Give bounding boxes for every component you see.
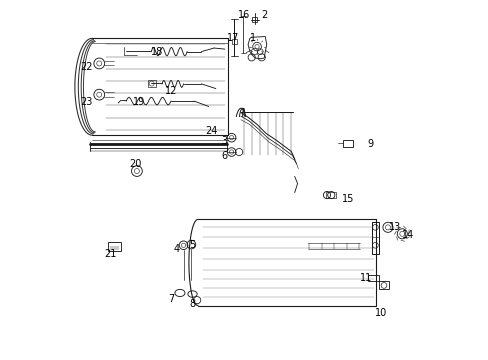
Text: 12: 12 xyxy=(164,86,177,96)
Text: 1: 1 xyxy=(250,33,256,43)
Text: 5: 5 xyxy=(189,240,195,250)
Text: 24: 24 xyxy=(205,126,217,135)
Text: 3: 3 xyxy=(221,136,227,146)
Text: 15: 15 xyxy=(342,194,354,204)
Text: 14: 14 xyxy=(401,230,413,239)
Text: 19: 19 xyxy=(132,97,144,107)
Text: 4: 4 xyxy=(173,244,179,254)
Text: 9: 9 xyxy=(366,139,372,149)
Text: 10: 10 xyxy=(374,309,386,318)
Bar xyxy=(252,17,257,22)
Text: 20: 20 xyxy=(129,159,141,169)
Bar xyxy=(231,39,237,44)
Text: 8: 8 xyxy=(189,299,195,309)
Text: 16: 16 xyxy=(237,10,249,20)
Bar xyxy=(147,80,155,87)
Bar xyxy=(325,192,335,198)
Text: 17: 17 xyxy=(226,33,239,43)
Text: 7: 7 xyxy=(167,294,174,304)
Bar xyxy=(343,140,352,147)
Bar xyxy=(378,282,388,289)
Text: 22: 22 xyxy=(81,62,93,72)
Bar xyxy=(107,242,121,251)
Text: 18: 18 xyxy=(150,46,163,57)
Text: 6: 6 xyxy=(221,150,227,161)
Bar xyxy=(371,222,378,253)
Text: 11: 11 xyxy=(360,273,372,283)
Text: 23: 23 xyxy=(81,97,93,107)
Text: 2: 2 xyxy=(261,10,267,20)
Text: 21: 21 xyxy=(103,248,116,258)
Text: 13: 13 xyxy=(388,222,401,232)
Bar xyxy=(367,275,378,281)
